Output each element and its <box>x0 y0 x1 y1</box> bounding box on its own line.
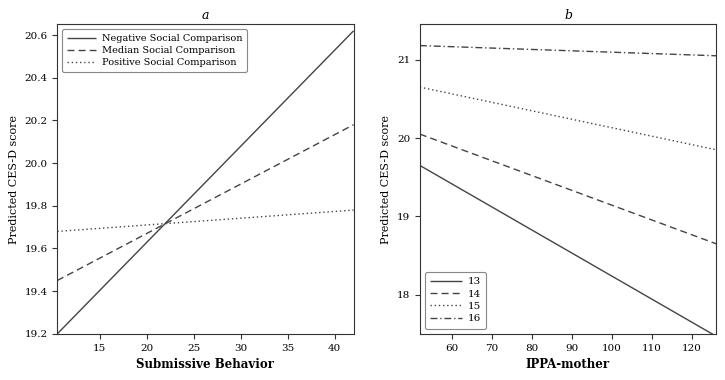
Legend: 13, 14, 15, 16: 13, 14, 15, 16 <box>425 272 486 329</box>
X-axis label: Submissive Behavior: Submissive Behavior <box>136 358 275 371</box>
X-axis label: IPPA-mother: IPPA-mother <box>526 358 610 371</box>
Y-axis label: Predicted CES-D score: Predicted CES-D score <box>9 115 19 244</box>
Y-axis label: Predicted CES-D score: Predicted CES-D score <box>381 115 392 244</box>
Title: a: a <box>202 9 210 22</box>
Title: b: b <box>564 9 572 22</box>
Legend: Negative Social Comparison, Median Social Comparison, Positive Social Comparison: Negative Social Comparison, Median Socia… <box>62 29 247 72</box>
